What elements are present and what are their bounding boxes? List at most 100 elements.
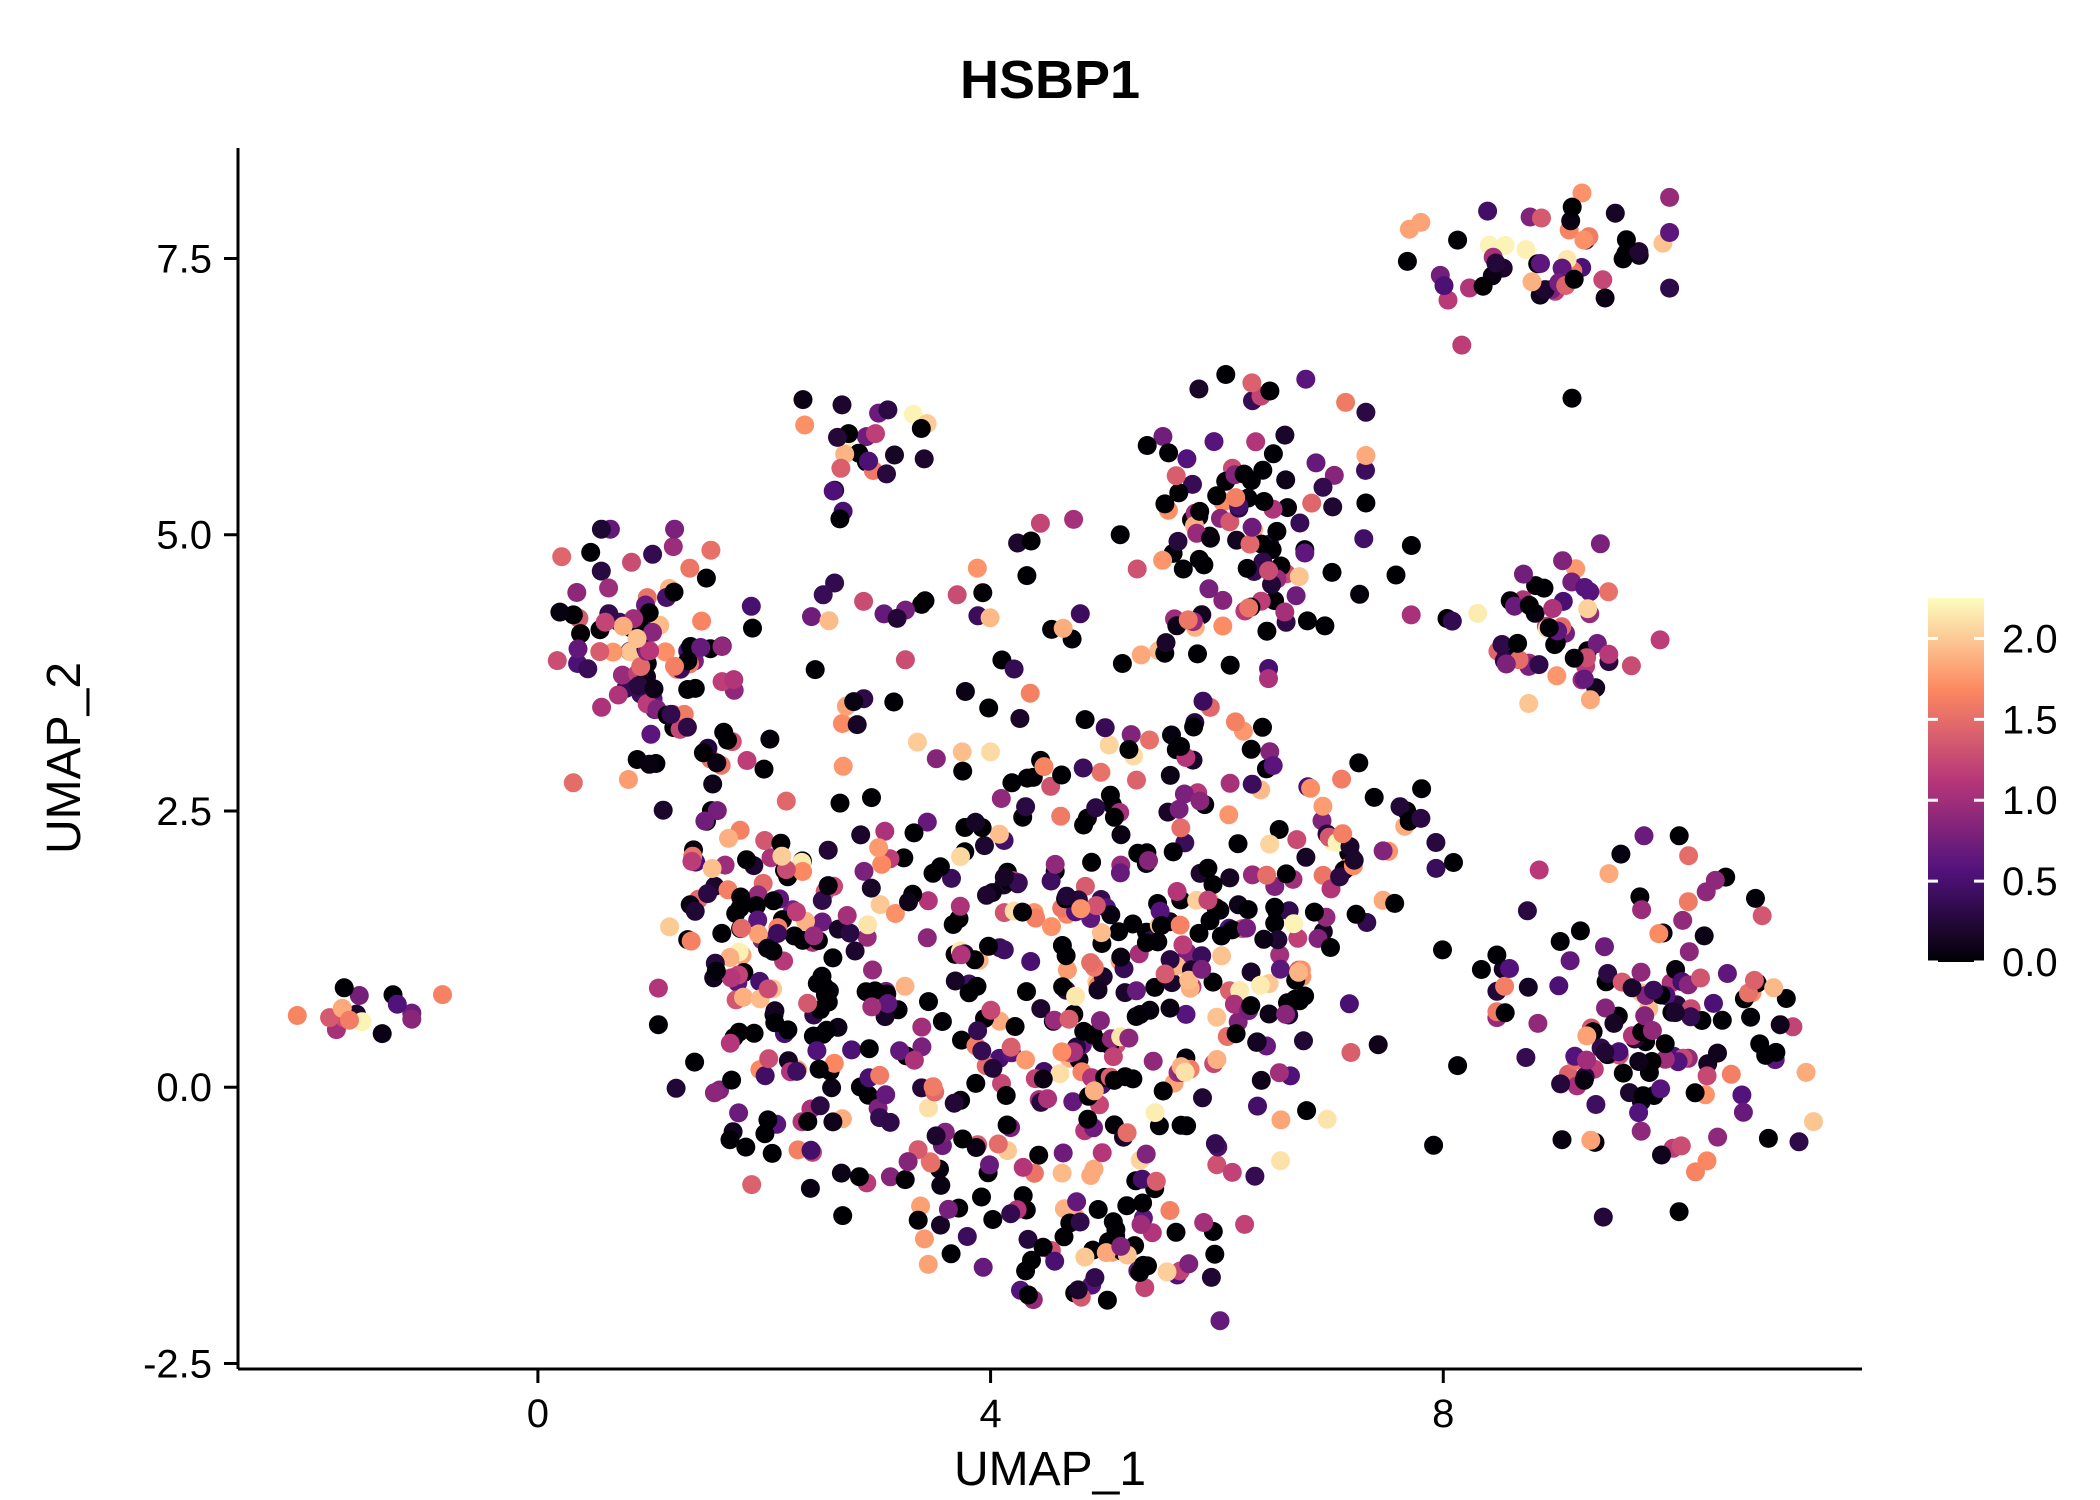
data-point [1522,272,1542,292]
data-point [1344,850,1364,870]
data-point [1390,797,1410,817]
data-point [755,831,775,850]
data-point [1770,1015,1790,1035]
data-point [1516,1048,1536,1067]
data-point [1574,1070,1594,1090]
data-point [1495,235,1515,255]
data-point [712,637,732,656]
data-point [736,1137,756,1157]
data-point [1053,618,1073,638]
data-point [1044,1010,1064,1030]
data-point [1267,521,1287,541]
data-point [805,660,825,680]
data-point [1296,369,1316,389]
data-point [664,582,684,602]
data-point [1066,986,1086,1006]
data-point [1203,875,1223,895]
data-point [730,898,750,918]
data-point [1577,1050,1597,1070]
data-point [1135,1278,1155,1298]
data-point [831,1163,851,1183]
data-point [640,641,660,661]
data-point [1708,1127,1728,1147]
data-point [981,742,1000,762]
colorbar-tick-label: 1.0 [2002,779,2058,823]
data-point [567,583,587,602]
data-point [997,1115,1017,1135]
data-point [1247,1032,1267,1052]
data-point [1518,977,1538,997]
data-point [720,1033,740,1053]
data-point [1471,960,1491,979]
data-point [823,481,843,501]
data-point [918,1254,938,1274]
data-point [983,1210,1003,1229]
data-point [1678,892,1698,912]
data-point [1796,1062,1816,1082]
data-point [1733,1102,1753,1122]
data-point [1604,1013,1624,1033]
data-point [1411,808,1431,828]
data-point [1313,796,1333,816]
data-point [707,801,727,821]
data-point [996,1086,1016,1105]
data-point [1177,449,1197,469]
data-point [1168,531,1188,551]
data-point [945,971,965,991]
data-point [1673,910,1693,930]
data-point [1424,1135,1444,1155]
data-point [1067,1192,1087,1212]
data-point [1354,529,1374,549]
data-point [1099,735,1119,755]
data-point [1052,1163,1072,1183]
data-point [1192,959,1212,979]
data-point [908,1210,928,1230]
data-point [1317,1109,1337,1129]
data-point [967,558,987,578]
data-point [1140,730,1159,750]
data-point [1599,864,1619,884]
data-point [914,1229,934,1249]
data-point [1193,691,1213,711]
data-point [1051,806,1071,826]
data-point [1514,564,1533,584]
data-point [1216,365,1236,384]
data-point [1016,797,1036,817]
y-tick-label: -2.5 [143,1342,212,1386]
data-point [1110,863,1130,883]
data-point [1288,928,1308,948]
data-point [943,915,963,934]
data-point [1226,488,1246,508]
data-point [1220,512,1240,532]
data-point [1016,1261,1036,1281]
data-point [1017,982,1036,1002]
data-point [1444,853,1463,872]
data-point [1159,443,1179,463]
data-point [1433,940,1452,960]
data-point [1552,1130,1572,1150]
data-point [702,859,722,878]
data-point [1100,785,1120,805]
data-point [612,665,632,685]
data-point [1651,1079,1671,1099]
data-point [639,603,659,623]
data-point [622,552,641,572]
data-point [944,1093,964,1113]
data-point [917,928,937,948]
data-point [938,1199,958,1219]
data-point [1250,975,1270,995]
data-point [1207,486,1227,506]
data-point [979,698,999,718]
data-point [1397,251,1417,271]
data-point [681,931,701,951]
data-point [1438,290,1458,310]
data-point [1296,847,1316,867]
data-point [1081,953,1101,973]
data-point [1017,768,1037,788]
plot-title: HSBP1 [960,50,1140,110]
data-point [1616,230,1636,250]
data-point [595,612,615,632]
data-point [1207,1007,1227,1027]
data-point [1550,932,1570,951]
data-point [1179,970,1199,990]
